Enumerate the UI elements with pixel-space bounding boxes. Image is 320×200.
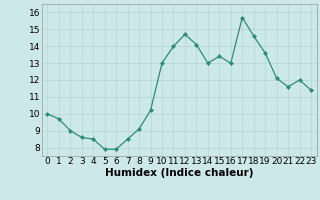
X-axis label: Humidex (Indice chaleur): Humidex (Indice chaleur) bbox=[105, 168, 253, 178]
